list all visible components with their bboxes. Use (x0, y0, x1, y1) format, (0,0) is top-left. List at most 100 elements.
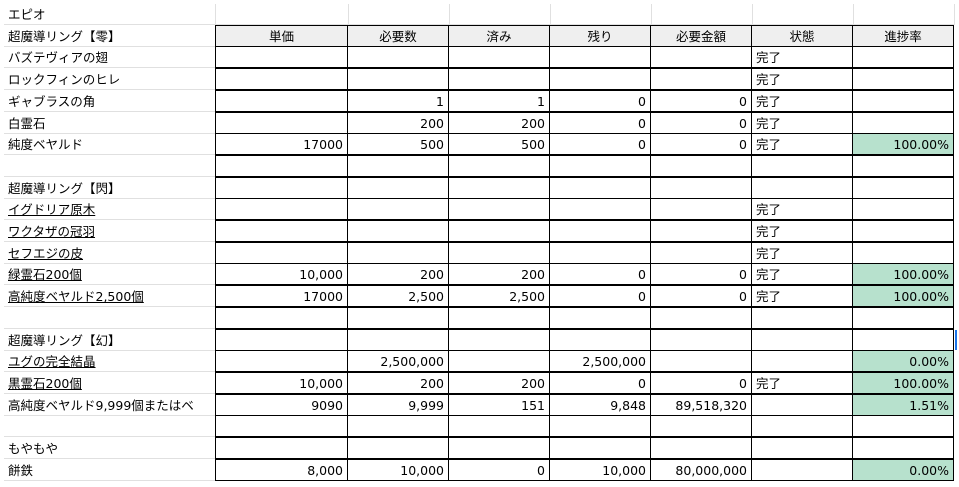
cell-unit-price[interactable] (215, 176, 348, 199)
empty-cell[interactable] (115, 112, 216, 134)
cell-unit-price[interactable] (215, 241, 348, 264)
empty-cell[interactable] (115, 155, 216, 177)
cell-remaining[interactable]: 0 (549, 263, 651, 286)
row-label-cell[interactable]: エピオ (4, 4, 115, 25)
empty-cell[interactable] (115, 264, 216, 286)
cell-progress[interactable] (852, 89, 954, 112)
cell-unit-price[interactable] (215, 437, 348, 459)
cell-remaining[interactable]: 0 (549, 285, 651, 308)
empty-cell[interactable] (115, 329, 216, 351)
cell-progress[interactable]: 100.00% (852, 263, 954, 286)
cell-status[interactable]: 完了 (751, 198, 853, 221)
row-label-cell[interactable]: 黒霊石200個 (4, 373, 115, 394)
empty-cell[interactable] (752, 4, 854, 25)
cell-remaining[interactable]: 10,000 (549, 458, 651, 481)
empty-cell[interactable] (115, 25, 216, 47)
cell-required[interactable]: 200 (347, 371, 449, 394)
cell-status[interactable]: 完了 (751, 111, 853, 134)
empty-cell[interactable] (115, 307, 216, 329)
cell-done[interactable] (448, 68, 550, 91)
cell-unit-price[interactable] (215, 198, 348, 221)
cell-required[interactable]: 500 (347, 133, 449, 156)
row-label-cell[interactable]: 高純度ベヤルド9,999個またはベ (4, 395, 194, 416)
empty-cell[interactable] (115, 199, 216, 221)
cell-done[interactable] (448, 46, 550, 69)
cell-unit-price[interactable] (215, 89, 348, 112)
cell-done[interactable] (448, 415, 550, 438)
row-label-cell[interactable]: 高純度ベヤルド2,500個 (4, 286, 144, 308)
cell-unit-price[interactable] (215, 46, 348, 69)
cell-done[interactable] (448, 220, 550, 242)
cell-progress[interactable] (852, 328, 954, 351)
cell-progress[interactable] (852, 437, 954, 459)
cell-progress[interactable]: 1.51% (852, 393, 954, 416)
cell-required[interactable] (347, 241, 449, 264)
cell-unit-price[interactable] (215, 415, 348, 438)
cell-status[interactable]: 完了 (751, 241, 853, 264)
row-label-cell[interactable]: ロックフィンのヒレ (4, 69, 120, 91)
cell-done[interactable] (448, 241, 550, 264)
cell-required[interactable] (347, 437, 449, 459)
cell-done[interactable]: 0 (448, 458, 550, 481)
cell-remaining[interactable]: 9,848 (549, 393, 651, 416)
cell-progress[interactable]: 100.00% (852, 133, 954, 156)
cell-required[interactable]: 2,500,000 (347, 350, 449, 373)
empty-cell[interactable] (348, 4, 450, 25)
empty-cell[interactable] (115, 416, 216, 438)
cell-required-amount[interactable] (650, 328, 752, 351)
cell-remaining[interactable] (549, 306, 651, 329)
empty-cell[interactable] (115, 372, 216, 394)
cell-unit-price[interactable] (215, 306, 348, 329)
cell-required[interactable]: 200 (347, 111, 449, 134)
row-label-cell[interactable]: セフエジの皮 (4, 243, 115, 264)
cell-progress[interactable]: 100.00% (852, 285, 954, 308)
empty-cell[interactable] (115, 47, 216, 69)
cell-remaining[interactable] (549, 68, 651, 91)
cell-required-amount[interactable]: 80,000,000 (650, 458, 752, 481)
cell-progress[interactable] (852, 241, 954, 264)
cell-status[interactable]: 完了 (751, 371, 853, 394)
empty-cell[interactable] (115, 90, 216, 112)
cell-unit-price[interactable]: 10,000 (215, 263, 348, 286)
row-label-cell[interactable]: ギャブラスの角 (4, 91, 115, 112)
cell-remaining[interactable] (549, 198, 651, 221)
row-label-cell[interactable]: 白霊石 (4, 113, 115, 134)
empty-cell[interactable] (853, 4, 955, 25)
cell-progress[interactable]: 100.00% (852, 371, 954, 394)
cell-progress[interactable] (852, 154, 954, 177)
cell-status[interactable] (751, 350, 853, 373)
column-header-remaining[interactable]: 残り (549, 24, 651, 47)
cell-required[interactable]: 2,500 (347, 285, 449, 308)
cell-done[interactable]: 200 (448, 263, 550, 286)
row-label-cell[interactable]: 餅鉄 (4, 460, 115, 481)
cell-status[interactable] (751, 154, 853, 177)
row-label-cell[interactable] (4, 416, 115, 438)
cell-done[interactable]: 151 (448, 393, 550, 416)
cell-progress[interactable] (852, 198, 954, 221)
cell-done[interactable]: 200 (448, 111, 550, 134)
row-label-cell[interactable]: 純度ベヤルド (4, 134, 115, 156)
cell-unit-price[interactable] (215, 328, 348, 351)
cell-required-amount[interactable] (650, 306, 752, 329)
cell-status[interactable]: 完了 (751, 89, 853, 112)
cell-required-amount[interactable] (650, 198, 752, 221)
row-label-cell[interactable]: イグドリア原木 (4, 199, 115, 221)
cell-required-amount[interactable] (650, 350, 752, 373)
cell-required-amount[interactable] (650, 46, 752, 69)
empty-cell[interactable] (550, 4, 652, 25)
empty-cell[interactable] (115, 4, 216, 25)
cell-required[interactable] (347, 154, 449, 177)
row-label-cell[interactable]: 緑霊石200個 (4, 264, 115, 286)
cell-remaining[interactable] (549, 241, 651, 264)
cell-required-amount[interactable]: 0 (650, 133, 752, 156)
cell-required[interactable] (347, 176, 449, 199)
column-header-status[interactable]: 状態 (751, 24, 853, 47)
column-header-done[interactable]: 済み (448, 24, 550, 47)
empty-cell[interactable] (449, 4, 551, 25)
cell-required[interactable]: 1 (347, 89, 449, 112)
row-label-cell[interactable]: ユグの完全結晶 (4, 351, 115, 373)
cell-status[interactable]: 完了 (751, 285, 853, 308)
column-header-required-amount[interactable]: 必要金額 (650, 24, 752, 47)
cell-required-amount[interactable]: 0 (650, 371, 752, 394)
cell-status[interactable]: 完了 (751, 133, 853, 156)
